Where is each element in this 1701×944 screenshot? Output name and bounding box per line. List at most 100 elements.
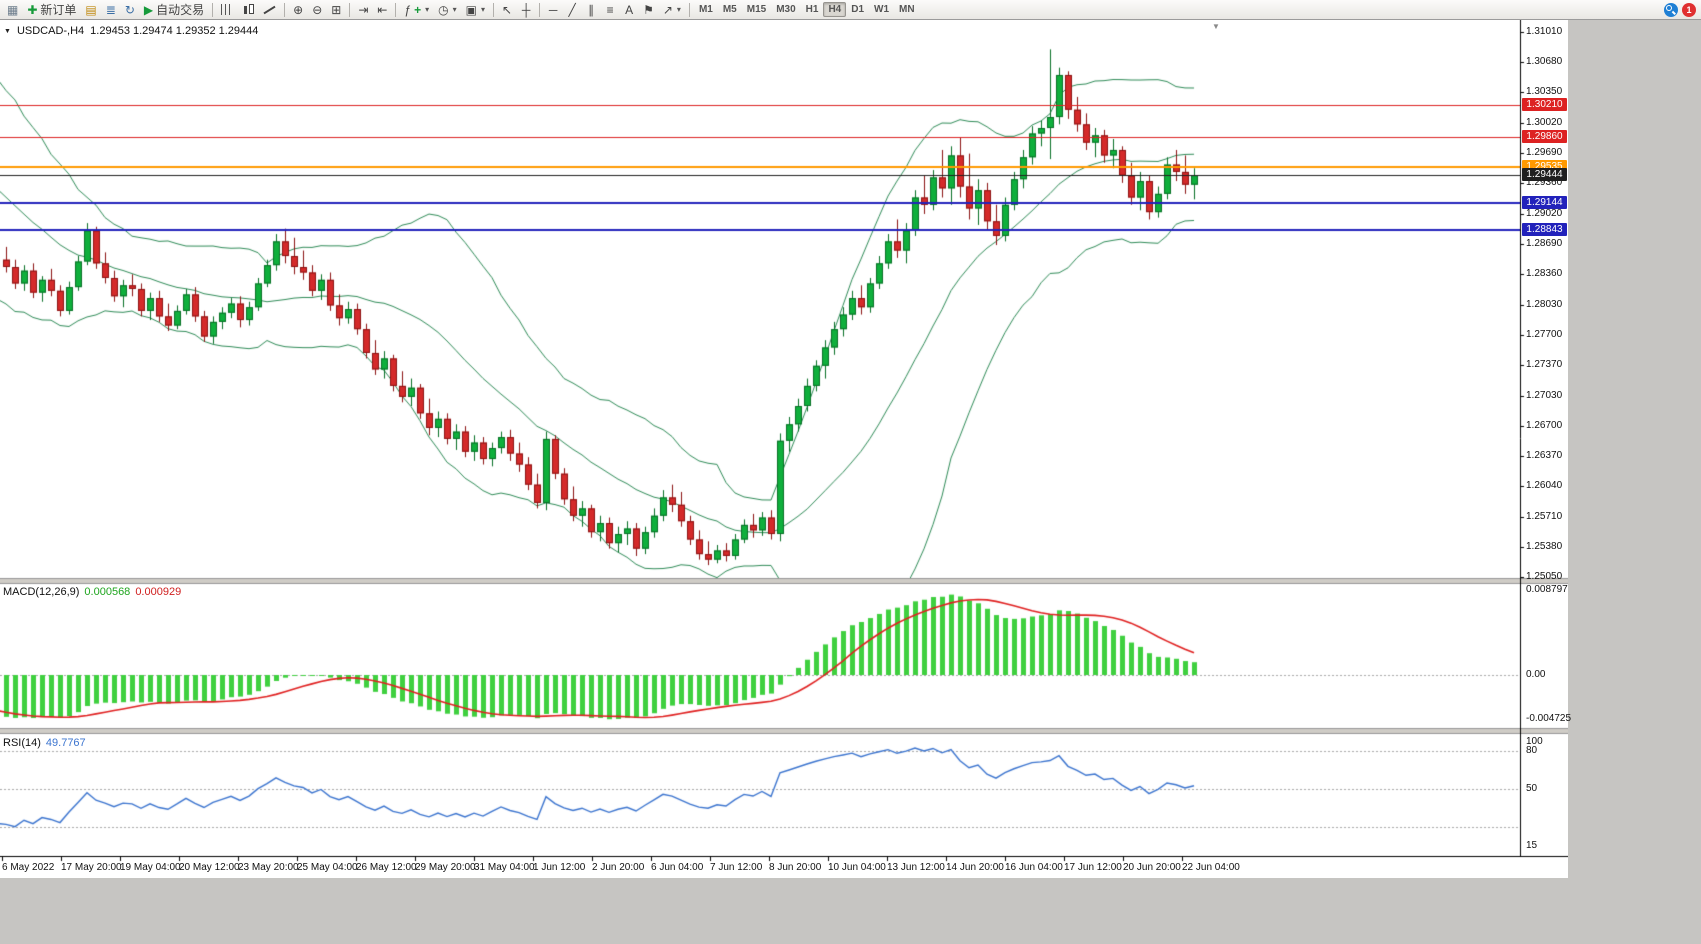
chart-header: ▼ USDCAD-,H4 1.29453 1.29474 1.29352 1.2…: [4, 25, 258, 37]
indicators-button[interactable]: ƒ + ▾: [400, 1, 433, 18]
chart-canvas[interactable]: [0, 20, 1568, 878]
notification-count-badge: 1: [1686, 4, 1692, 15]
toolbar-separator: [349, 2, 351, 17]
price-tick: 1.25050: [1526, 571, 1563, 582]
chart-shift-button[interactable]: ⇤: [373, 1, 391, 18]
chart-collapse-icon[interactable]: ▼: [4, 27, 11, 35]
time-tick: 14 Jun 20:00: [946, 862, 1004, 873]
macd-scale-min: -0.004725: [1526, 713, 1572, 724]
timeframe-d1[interactable]: D1: [851, 3, 865, 15]
time-tick: 16 Jun 04:00: [1005, 862, 1063, 873]
charts-button[interactable]: ▤: [81, 1, 100, 18]
templates-button[interactable]: ▣ ▾: [462, 1, 489, 18]
line-chart-button[interactable]: [259, 1, 280, 18]
timeframe-h1[interactable]: H1: [805, 3, 819, 15]
timeframe-m30[interactable]: M30: [776, 3, 796, 15]
timeframe-mn[interactable]: MN: [899, 3, 915, 15]
horizontal-line-button[interactable]: ─: [544, 1, 562, 18]
rsi-scale-80: 80: [1526, 745, 1538, 756]
cursor-button[interactable]: ↖: [498, 1, 516, 18]
market-watch-icon: ≣: [105, 2, 116, 17]
chart-shift-icon: ⇤: [377, 2, 388, 17]
rsi-scale-50: 50: [1526, 783, 1538, 794]
price-level-badge: 1.28843: [1522, 223, 1567, 237]
template-icon: ▣: [465, 2, 478, 17]
new-order-label: 新订单: [40, 2, 77, 17]
shapes-button[interactable]: ↗ ▾: [659, 1, 685, 18]
timeframe-w1[interactable]: W1: [874, 3, 890, 15]
price-tick: 1.26040: [1526, 480, 1563, 492]
chart-window-icon[interactable]: ▦: [3, 1, 22, 18]
crosshair-button[interactable]: ┼: [517, 1, 535, 18]
search-icon-handle: [1672, 10, 1676, 15]
time-tick: 20 Jun 20:00: [1123, 862, 1181, 873]
channel-button[interactable]: ∥: [582, 1, 600, 18]
market-watch-button[interactable]: ≣: [102, 1, 120, 18]
time-tick: 17 Jun 12:00: [1064, 862, 1122, 873]
time-tick: 31 May 04:00: [474, 862, 535, 873]
auto-scroll-icon: ⇥: [358, 2, 369, 17]
price-tick: 1.30350: [1526, 86, 1563, 98]
toolbar-separator: [539, 2, 541, 17]
fibonacci-button[interactable]: ≡: [601, 1, 619, 18]
zoom-in-button[interactable]: ⊕: [289, 1, 307, 18]
tile-windows-button[interactable]: ⊞: [327, 1, 345, 18]
auto-scroll-button[interactable]: ⇥: [354, 1, 372, 18]
time-tick: 19 May 04:00: [120, 862, 181, 873]
search-button[interactable]: [1664, 2, 1678, 17]
notifications-button[interactable]: 1: [1682, 2, 1696, 17]
timeframe-group: M1 M5 M15 M30 H1 H4 D1 W1 MN: [694, 2, 920, 17]
timeframe-m15[interactable]: M15: [746, 3, 767, 15]
timeframe-m1[interactable]: M1: [698, 3, 713, 15]
price-tick: 1.27030: [1526, 389, 1563, 401]
fibonacci-icon: ≡: [606, 2, 614, 17]
candlestick-chart-button[interactable]: [238, 1, 258, 18]
clock-icon: ◷: [438, 2, 449, 17]
macd-indicator-label: MACD(12,26,9) 0.000568 0.000929: [3, 586, 181, 598]
chart-shift-marker[interactable]: ▼: [1212, 22, 1220, 31]
price-tick: 1.27370: [1526, 358, 1563, 370]
time-tick: 8 Jun 20:00: [769, 862, 822, 873]
price-scale[interactable]: 0.008797 0.00 -0.004725 100 80 50 15 1.3…: [1522, 20, 1572, 878]
crosshair-icon: ┼: [521, 2, 531, 17]
chevron-down-icon: ▾: [425, 4, 430, 14]
autotrading-button[interactable]: ▶ 自动交易: [140, 1, 208, 18]
plus-icon: +: [414, 2, 422, 17]
chevron-down-icon: ▾: [676, 4, 681, 14]
label-tool-button[interactable]: ⚑: [639, 1, 658, 18]
bar-chart-button[interactable]: [217, 1, 237, 18]
rsi-value: 49.7767: [45, 737, 86, 749]
price-tick: 1.28030: [1526, 298, 1563, 310]
zoom-out-button[interactable]: ⊖: [308, 1, 326, 18]
price-level-badge: 1.29444: [1522, 168, 1567, 182]
zoom-out-icon: ⊖: [312, 2, 323, 17]
zoom-in-icon: ⊕: [293, 2, 304, 17]
toolbar-separator: [395, 2, 397, 17]
price-tick: 1.29690: [1526, 146, 1563, 158]
time-tick: 26 May 12:00: [356, 862, 417, 873]
toolbar-separator: [212, 2, 214, 17]
line-chart-icon: [263, 5, 276, 14]
time-tick: 13 Jun 12:00: [887, 862, 945, 873]
timeframe-h4[interactable]: H4: [823, 2, 847, 17]
channel-icon: ∥: [588, 2, 595, 17]
tile-windows-icon: ⊞: [331, 2, 342, 17]
horizontal-line-icon: ─: [548, 2, 558, 17]
indicators-icon: ƒ: [404, 2, 412, 17]
price-tick: 1.30020: [1526, 116, 1563, 128]
text-tool-button[interactable]: A: [620, 1, 638, 18]
refresh-button[interactable]: ↻: [121, 1, 139, 18]
candlestick-icon: [242, 3, 255, 16]
time-tick: 22 Jun 04:00: [1182, 862, 1240, 873]
rsi-scale-100: 100: [1526, 736, 1543, 747]
price-tick: 1.28690: [1526, 238, 1563, 250]
periods-button[interactable]: ◷ ▾: [434, 1, 461, 18]
time-scale[interactable]: 6 May 2022 17 May 20:00 19 May 04:00 20 May…: [0, 859, 1520, 877]
chart-title: USDCAD-,H4: [16, 25, 85, 37]
new-order-button[interactable]: ✚ 新订单: [23, 1, 80, 18]
price-tick: 1.30680: [1526, 56, 1563, 68]
timeframe-m5[interactable]: M5: [722, 3, 737, 15]
time-tick: 29 May 20:00: [415, 862, 476, 873]
time-tick: 20 May 12:00: [179, 862, 240, 873]
trendline-button[interactable]: ╱: [563, 1, 581, 18]
